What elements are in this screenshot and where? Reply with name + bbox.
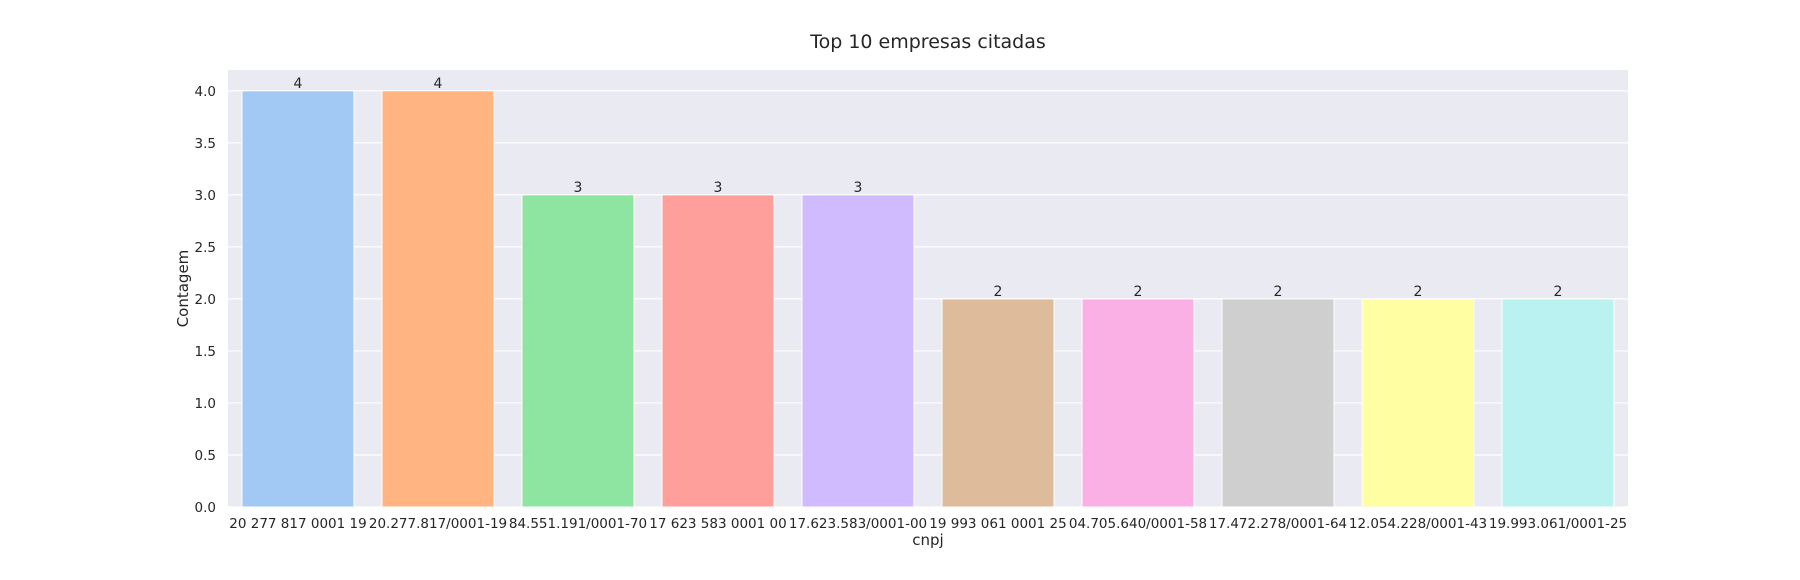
chart-title: Top 10 empresas citadas	[809, 31, 1046, 53]
y-tick-label: 3.0	[195, 188, 216, 204]
bar	[241, 90, 355, 508]
y-axis-label: Contagem	[174, 250, 192, 328]
bar-value-label: 2	[1414, 284, 1423, 300]
x-tick-label: 84.551.191/0001-70	[509, 516, 647, 532]
bar-value-label: 4	[294, 76, 303, 92]
bar-value-label: 2	[1134, 284, 1143, 300]
bar-value-label: 2	[1274, 284, 1283, 300]
bar	[941, 298, 1055, 508]
data-labels: 4 4 3 3 3 2 2 2 2 2	[294, 76, 1563, 300]
bar	[1221, 298, 1335, 508]
y-tick-label: 4.0	[195, 84, 216, 100]
x-tick-label: 12.054.228/0001-43	[1349, 516, 1487, 532]
bar-value-label: 4	[434, 76, 443, 92]
bar	[1361, 298, 1475, 508]
x-tick-labels: 20 277 817 0001 19 20.277.817/0001-19 84.5…	[229, 516, 1627, 532]
x-tick-label: 19 993 061 0001 25	[929, 516, 1066, 532]
bar-value-label: 2	[1554, 284, 1563, 300]
y-tick-label: 2.5	[195, 240, 216, 256]
x-tick-label: 04.705.640/0001-58	[1069, 516, 1207, 532]
y-tick-labels: 0.0 0.5 1.0 1.5 2.0 2.5 3.0 3.5 4.0	[195, 84, 216, 516]
x-tick-label: 17.623.583/0001-00	[789, 516, 927, 532]
y-tick-label: 2.0	[195, 292, 216, 308]
x-tick-label: 17 623 583 0001 00	[649, 516, 786, 532]
bar-value-label: 3	[574, 180, 583, 196]
y-tick-label: 1.5	[195, 344, 216, 360]
y-tick-label: 1.0	[195, 396, 216, 412]
y-tick-label: 0.5	[195, 448, 216, 464]
bar-value-label: 3	[854, 180, 863, 196]
bar	[1081, 298, 1195, 508]
x-axis-label: cnpj	[912, 531, 943, 549]
bar	[801, 194, 915, 508]
bar	[1501, 298, 1615, 508]
bar-value-label: 3	[714, 180, 723, 196]
x-tick-label: 20.277.817/0001-19	[369, 516, 507, 532]
y-tick-label: 3.5	[195, 136, 216, 152]
x-tick-label: 19.993.061/0001-25	[1489, 516, 1627, 532]
bar-value-label: 2	[994, 284, 1003, 300]
bars	[241, 90, 1615, 508]
y-tick-label: 0.0	[195, 500, 216, 516]
bar	[521, 194, 635, 508]
bar	[381, 90, 495, 508]
x-tick-label: 20 277 817 0001 19	[229, 516, 366, 532]
bar	[661, 194, 775, 508]
x-tick-label: 17.472.278/0001-64	[1209, 516, 1347, 532]
